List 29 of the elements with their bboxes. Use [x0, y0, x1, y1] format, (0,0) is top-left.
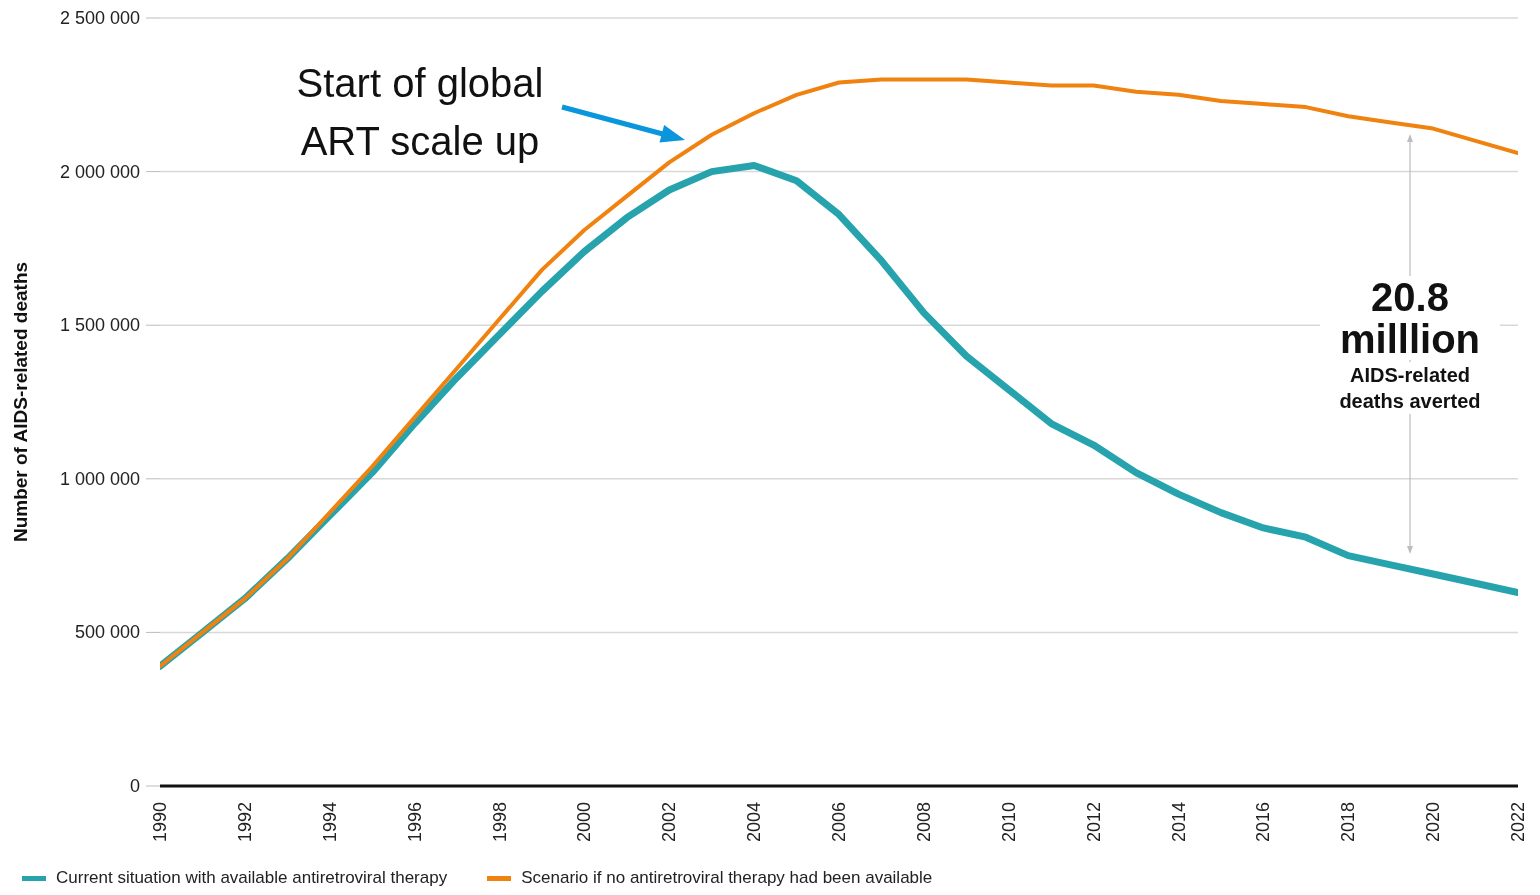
y-tick-label: 2 000 000: [59, 161, 140, 182]
x-tick-label: 2018: [1338, 802, 1359, 843]
x-tick-label: 2002: [659, 802, 680, 843]
x-tick-label: 2006: [829, 802, 849, 843]
x-tick-label: 1992: [234, 802, 255, 843]
x-tick-label: 1996: [404, 802, 425, 843]
x-tick-label: 1998: [489, 802, 510, 843]
x-tick-label: 2020: [1423, 802, 1444, 843]
x-tick-label: 1990: [150, 802, 170, 843]
y-axis-title: Number of AIDS-related deaths: [9, 261, 31, 543]
legend-label: Scenario if no antiretroviral therapy had been available: [521, 868, 933, 888]
x-tick-label: 2010: [998, 802, 1019, 843]
x-tick-label: 2012: [1083, 802, 1104, 843]
y-tick-label: 0: [129, 776, 140, 796]
x-tick-label: 2014: [1168, 802, 1189, 843]
annotation: 20.8 milllion: [1320, 275, 1500, 361]
x-tick-label: 2000: [574, 802, 595, 843]
y-tick-label: 500 000: [74, 622, 140, 643]
x-tick-label: 2008: [913, 802, 934, 843]
legend-label: Current situation with available antiretroviral therapy: [56, 868, 448, 888]
x-tick-label: 2004: [744, 802, 765, 843]
annotation: AIDS-related deaths averted: [1320, 362, 1500, 414]
annotation: Start of global ART scale up: [295, 60, 545, 165]
x-tick-label: 1994: [319, 802, 340, 843]
x-tick-label: 2016: [1253, 802, 1274, 843]
y-tick-label: 2 500 000: [59, 8, 140, 28]
y-tick-label: 1 500 000: [59, 315, 140, 336]
y-tick-label: 1 000 000: [59, 468, 140, 489]
x-tick-label: 2022: [1508, 802, 1528, 843]
